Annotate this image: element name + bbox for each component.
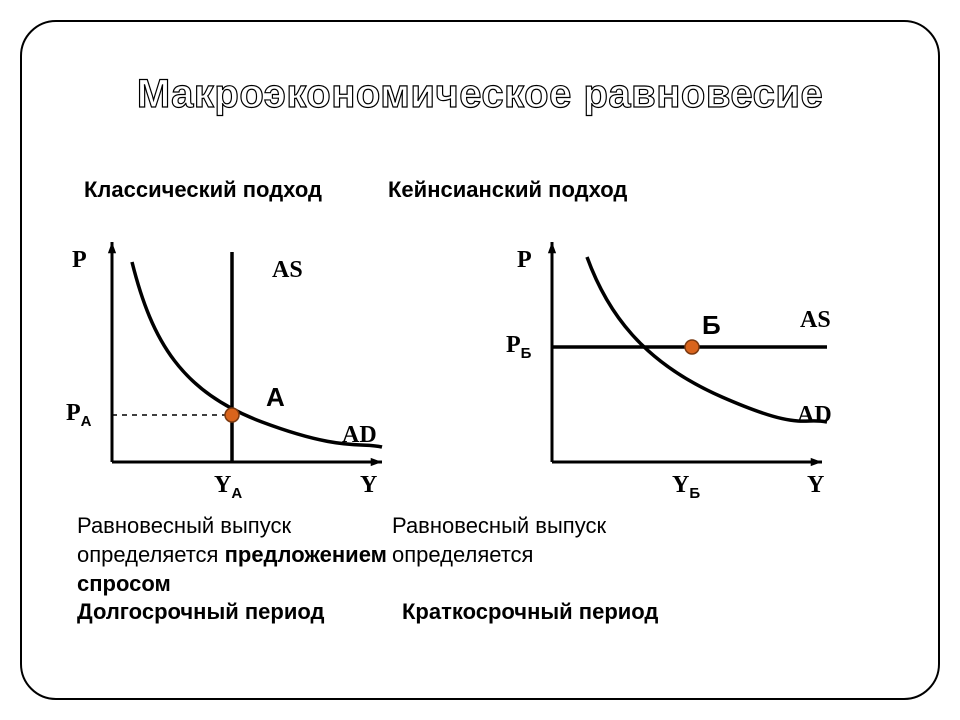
label-ad-left: AD	[342, 422, 377, 449]
chart-classical-svg	[62, 232, 402, 502]
axis-y-right: Y	[807, 472, 824, 499]
label-pa-main: P	[66, 400, 81, 426]
caption-right-l1: Равновесный выпуск	[392, 513, 606, 538]
caption-right-l2b: спросом	[77, 571, 171, 596]
label-as-right: AS	[800, 307, 831, 334]
slide-frame: Макроэкономическое равновесие Классическ…	[20, 20, 940, 700]
label-yb: YБ	[672, 472, 700, 502]
chart-keynesian-svg	[502, 232, 842, 507]
axis-p-left: P	[72, 247, 87, 274]
caption-left: Равновесный выпуск определяется предложе…	[77, 512, 397, 569]
caption-left-l2a: определяется	[77, 542, 225, 567]
chart-classical: P Y AS AD PА YА А	[62, 232, 402, 502]
label-ad-right: AD	[797, 402, 832, 429]
caption-left-l3: Долгосрочный период	[77, 599, 324, 624]
label-as-left: AS	[272, 257, 303, 284]
axis-y-left: Y	[360, 472, 377, 499]
caption-right-period: Краткосрочный период	[402, 598, 762, 627]
axis-p-right: P	[517, 247, 532, 274]
chart-keynesian: P Y AS AD PБ YБ Б	[502, 232, 842, 502]
label-ya-main: Y	[214, 472, 231, 498]
label-ya-sub: А	[231, 485, 242, 502]
label-pa: PА	[66, 400, 92, 430]
label-yb-main: Y	[672, 472, 689, 498]
label-pb-main: P	[506, 332, 521, 358]
subtitle-classical: Классический подход	[84, 177, 322, 203]
label-ya: YА	[214, 472, 242, 502]
label-pb-sub: Б	[521, 345, 532, 362]
caption-right-l3: Краткосрочный период	[402, 599, 658, 624]
label-pb: PБ	[506, 332, 531, 362]
page-title: Макроэкономическое равновесие	[22, 72, 938, 117]
caption-right-sprosom: спросом	[77, 570, 171, 599]
caption-right-l2: определяется	[392, 542, 533, 567]
label-yb-sub: Б	[689, 485, 700, 502]
caption-left-l2b: предложением	[225, 542, 387, 567]
label-pa-sub: А	[81, 413, 92, 430]
point-label-a: А	[266, 382, 285, 413]
caption-left-period: Долгосрочный период	[77, 598, 437, 627]
caption-left-l1: Равновесный выпуск	[77, 513, 291, 538]
subtitle-keynesian: Кейнсианский подход	[388, 177, 627, 203]
point-label-b: Б	[702, 310, 721, 341]
caption-right: Равновесный выпуск определяется	[392, 512, 692, 569]
